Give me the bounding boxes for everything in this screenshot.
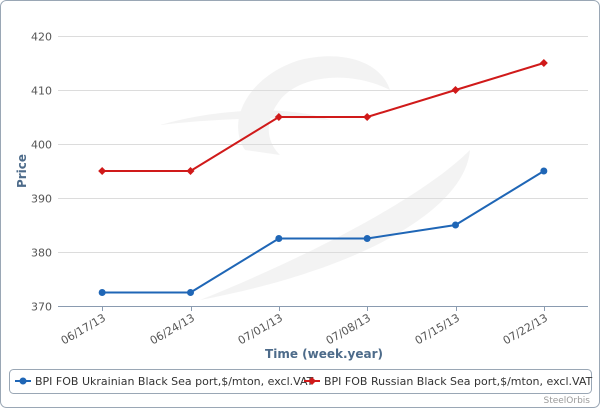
legend-box [9, 369, 592, 394]
data-point [98, 289, 106, 296]
legend-label: BPI FOB Russian Black Sea port,$/mton, e… [324, 375, 592, 388]
y-tick-label: 400 [31, 139, 52, 152]
series-1 [98, 59, 548, 175]
y-tick-label: 370 [31, 301, 52, 314]
watermark-logo [160, 56, 470, 300]
legend-item: BPI FOB Ukrainian Black Sea port,$/mton,… [15, 375, 314, 388]
legend: BPI FOB Ukrainian Black Sea port,$/mton,… [15, 375, 592, 388]
data-point [186, 167, 195, 175]
series-line [102, 62, 545, 172]
data-point [187, 289, 194, 296]
credit-text: SteelOrbis [543, 396, 590, 406]
data-point [451, 86, 460, 94]
y-tick-label: 380 [31, 247, 52, 260]
y-axis-label: Price [15, 154, 29, 188]
data-point [540, 167, 548, 175]
data-point [98, 167, 107, 175]
series-layer [98, 59, 548, 296]
series-0 [98, 167, 548, 296]
y-tick-label: 410 [31, 85, 52, 98]
legend-item: BPI FOB Russian Black Sea port,$/mton, e… [304, 375, 592, 388]
legend-marker [308, 377, 316, 385]
series-line [102, 170, 545, 294]
legend-marker [19, 377, 27, 385]
data-point [275, 235, 283, 242]
data-point [363, 235, 371, 242]
legend-label: BPI FOB Ukrainian Black Sea port,$/mton,… [35, 375, 314, 388]
data-point [274, 113, 283, 121]
y-tick-label: 420 [31, 31, 52, 44]
x-axis-label: Time (week.year) [265, 347, 383, 361]
data-point [539, 59, 548, 67]
y-tick-label: 390 [31, 193, 52, 206]
data-point [452, 221, 459, 229]
data-point [363, 113, 372, 121]
